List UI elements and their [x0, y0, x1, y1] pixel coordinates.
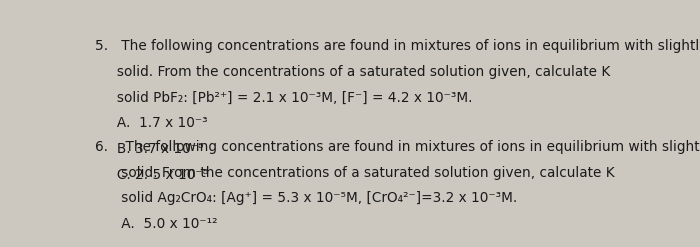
- Text: solid Ag₂CrO₄: [Ag⁺] = 5.3 x 10⁻⁵M, [CrO₄²⁻]=3.2 x 10⁻³M.: solid Ag₂CrO₄: [Ag⁺] = 5.3 x 10⁻⁵M, [CrO…: [95, 191, 517, 205]
- Text: B. 3.7 x 10⁻⁸: B. 3.7 x 10⁻⁸: [95, 142, 204, 156]
- Text: A.  1.7 x 10⁻³: A. 1.7 x 10⁻³: [95, 116, 208, 130]
- Text: solid PbF₂: [Pb²⁺] = 2.1 x 10⁻³M, [F⁻] = 4.2 x 10⁻³M.: solid PbF₂: [Pb²⁺] = 2.1 x 10⁻³M, [F⁻] =…: [95, 90, 472, 104]
- Text: solid. From the concentrations of a saturated solution given, calculate K: solid. From the concentrations of a satu…: [95, 166, 615, 180]
- Text: A.  5.0 x 10⁻¹²: A. 5.0 x 10⁻¹²: [95, 217, 218, 231]
- Text: solid. From the concentrations of a saturated solution given, calculate K: solid. From the concentrations of a satu…: [95, 65, 610, 79]
- Text: 6.    The following concentrations are found in mixtures of ions in equilibrium : 6. The following concentrations are foun…: [95, 140, 700, 154]
- Text: 5.   The following concentrations are found in mixtures of ions in equilibrium w: 5. The following concentrations are foun…: [95, 39, 700, 53]
- Text: C. 2. 5 x 10⁻⁸: C. 2. 5 x 10⁻⁸: [95, 167, 208, 182]
